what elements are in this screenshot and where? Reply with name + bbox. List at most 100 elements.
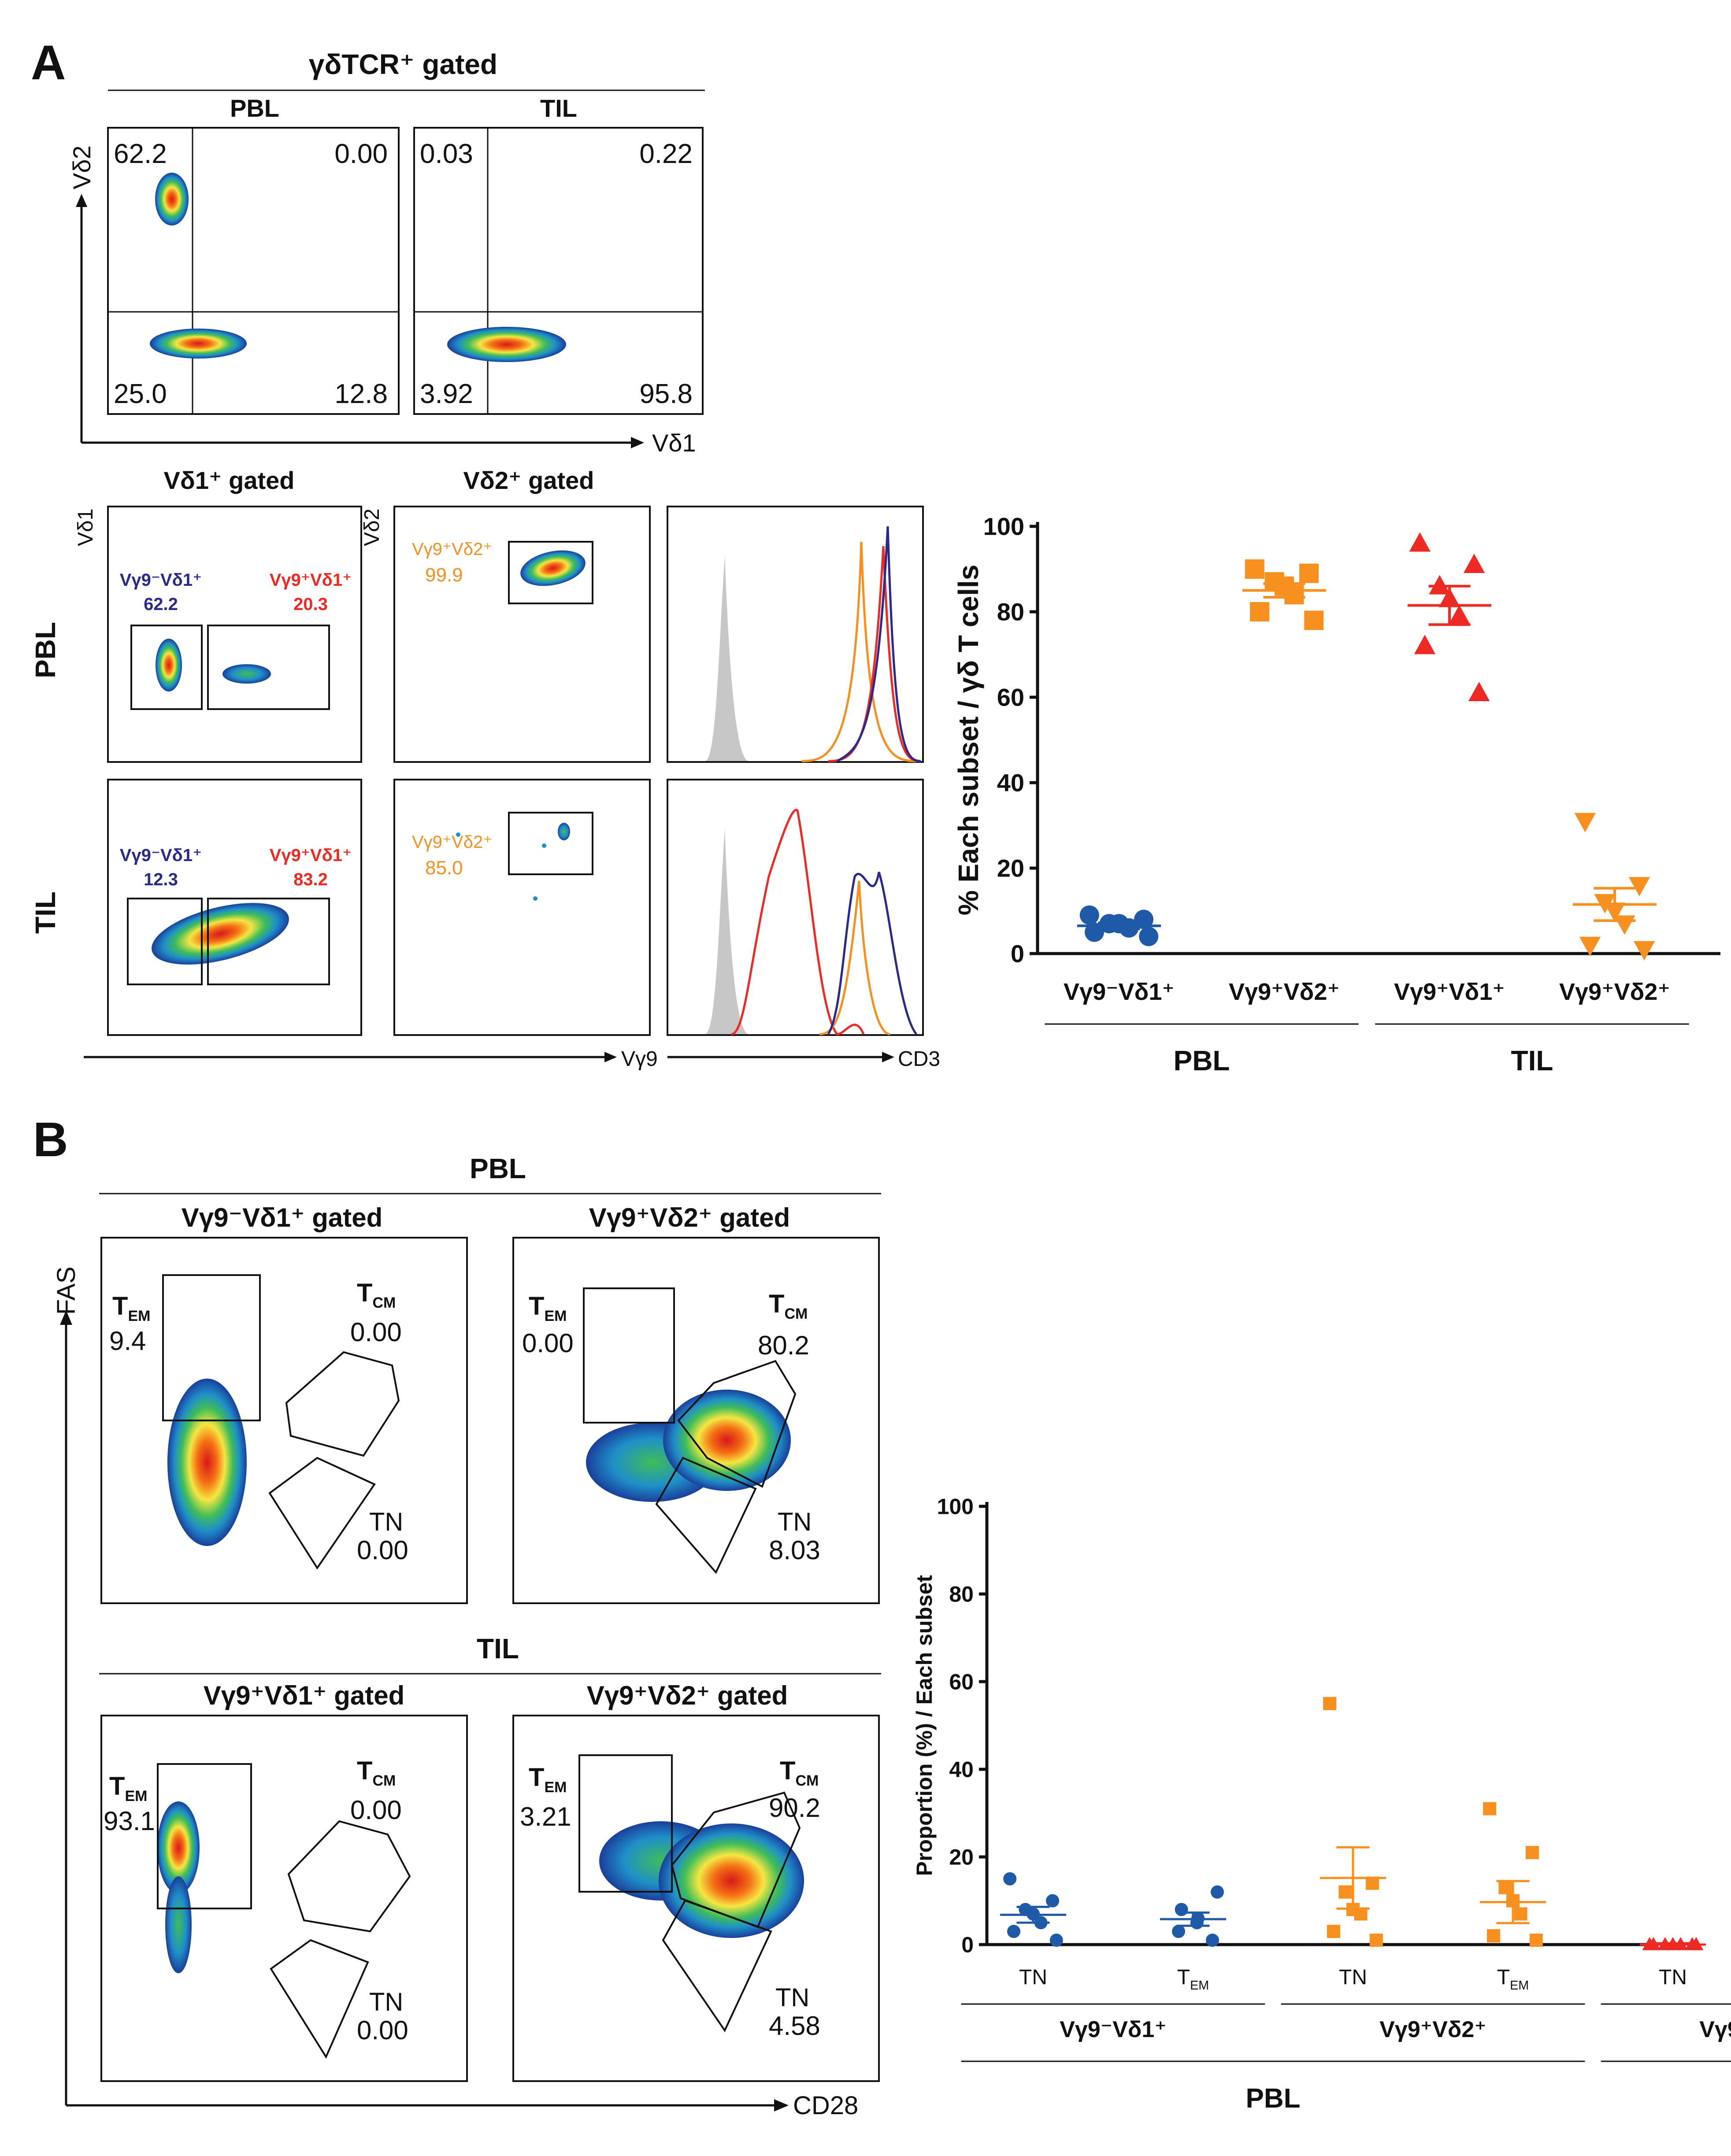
gate-tn <box>662 1899 772 2033</box>
data-point <box>1175 1903 1188 1916</box>
tem-label: TEM <box>529 1292 567 1324</box>
top-x-label: Vδ1 <box>652 429 696 457</box>
y-tick-label: 80 <box>949 1582 974 1607</box>
y-tick-label: 100 <box>983 513 1024 540</box>
quad-tl: 62.2 <box>114 139 167 169</box>
mid-x-label-cd3: CD3 <box>898 1047 940 1071</box>
arrow-right-icon <box>604 1052 617 1062</box>
tn-value: 0.00 <box>357 2015 408 2045</box>
plot-title: Vγ9⁺Vδ2⁺ gated <box>587 1681 788 1710</box>
data-point <box>1449 605 1470 625</box>
density-cluster <box>663 1390 791 1491</box>
x-group-label: PBL <box>1246 2083 1301 2114</box>
tn-label: TN <box>778 1508 812 1536</box>
chart-b-memory-proportion: 0 20 40 60 80 100 Proportion (%) / Each subset… <box>912 1494 1731 2114</box>
tem-value: 93.1 <box>104 1806 155 1836</box>
series <box>1160 1885 1226 1947</box>
top-plot-til: 0.03 0.22 3.92 95.8 <box>413 127 704 415</box>
gate-tcm <box>285 1351 400 1457</box>
gate-value: 20.3 <box>293 595 328 614</box>
gate-tcm <box>287 1820 411 1933</box>
tcm-value: 0.00 <box>350 1795 402 1825</box>
x-category-label: Vγ9⁺Vδ2⁺ <box>1229 979 1340 1005</box>
gate-value: 99.9 <box>425 564 463 586</box>
mid-header-vd2: Vδ2⁺ gated <box>463 466 594 494</box>
b-y-label: FAS <box>52 1266 81 1315</box>
top-y-label: Vδ2 <box>68 145 96 189</box>
gate-tcm <box>671 1791 801 1928</box>
data-point <box>1003 1872 1017 1886</box>
plot-title: Vγ9⁺Vδ2⁺ gated <box>589 1203 790 1232</box>
plot-til-vd2: Vγ9⁺Vδ2⁺ 85.0 <box>393 779 651 1036</box>
data-point <box>1134 910 1153 929</box>
quad-tr: 0.00 <box>334 139 388 169</box>
gate-tem <box>162 1274 261 1421</box>
density-cluster <box>659 1823 804 1938</box>
histogram-pbl <box>667 506 924 763</box>
plot-frame <box>393 506 651 763</box>
data-point <box>1304 610 1324 630</box>
plot-title: Vγ9⁺Vδ1⁺ gated <box>204 1681 405 1710</box>
y-tick-label: 60 <box>997 684 1024 711</box>
density-cluster <box>558 823 570 840</box>
gate-vg9-pos <box>207 898 330 985</box>
data-point <box>1264 572 1284 592</box>
data-point <box>1007 1925 1020 1938</box>
data-point <box>1529 1934 1543 1947</box>
isotype-histogram <box>705 555 749 761</box>
x-group-label: PBL <box>1174 1045 1230 1076</box>
series <box>1640 1937 1706 1950</box>
y-tick-label: 40 <box>949 1757 974 1782</box>
arrow-up-icon <box>60 1310 72 1325</box>
series <box>1242 559 1326 630</box>
tcm-label: TCM <box>357 1757 396 1789</box>
tn-label: TN <box>369 1508 403 1536</box>
data-point <box>1172 1925 1185 1938</box>
density-cluster <box>222 664 271 684</box>
x-subset-label: Vγ9⁻Vδ1⁺ <box>1060 2017 1167 2042</box>
x-category-label: TN <box>1019 1966 1047 1989</box>
y-tick-label: 20 <box>949 1845 974 1870</box>
panel-b-letter: B <box>33 1113 68 1167</box>
arrow-right-icon <box>774 2099 789 2112</box>
quad-tr: 0.22 <box>639 139 693 169</box>
gate-tn <box>270 1939 369 2059</box>
density-cluster <box>152 903 289 965</box>
plot-frame <box>512 1237 880 1604</box>
isotype-histogram <box>705 828 749 1034</box>
chart-a-subset-frequency: 0 20 40 60 80 100 % Each subset / γδ T cells Vγ… <box>953 513 1720 1076</box>
plot-frame <box>667 779 924 1036</box>
tn-value: 8.03 <box>769 1535 820 1565</box>
top-header: γδTCR⁺ gated <box>309 48 497 80</box>
tcm-label: TCM <box>780 1757 819 1789</box>
plot-pbl-vd2: Vγ9⁺Vδ2⁺ 99.9 <box>393 506 651 763</box>
x-group-label: TIL <box>1511 1045 1553 1076</box>
plot-frame <box>107 779 362 1036</box>
gate-label: Vγ9⁺Vδ1⁺ <box>270 570 352 590</box>
tcm-label: TCM <box>357 1279 396 1311</box>
gate-value: 85.0 <box>425 857 463 879</box>
density-cluster <box>157 1801 200 1894</box>
tcm-value: 80.2 <box>758 1331 809 1360</box>
gate-vg9-neg <box>130 625 203 710</box>
quad-br: 12.8 <box>334 379 388 409</box>
plot-til-vg9pos-vd2: TEM 3.21 TCM 90.2 TN 4.58 <box>512 1715 880 2082</box>
plot-frame <box>393 779 651 1036</box>
data-point <box>1409 532 1431 552</box>
quad-br: 95.8 <box>639 379 693 409</box>
x-category-label: TEM <box>1497 1966 1529 1993</box>
y-axis-label: % Each subset / γδ T cells <box>953 565 984 915</box>
mid-x-label-vg9: Vγ9 <box>621 1047 658 1071</box>
tcm-value: 0.00 <box>350 1317 402 1347</box>
data-point <box>1526 1846 1539 1860</box>
data-point <box>1414 635 1436 655</box>
data-point <box>1046 1894 1059 1908</box>
density-cluster <box>155 173 189 226</box>
arrow-up-icon <box>76 194 87 207</box>
y-tick-label: 80 <box>997 598 1024 626</box>
data-point <box>1079 905 1099 925</box>
density-cluster <box>150 329 247 359</box>
histogram-curve <box>819 880 890 1035</box>
y-tick-label: 40 <box>997 769 1024 797</box>
series <box>1480 1802 1546 1947</box>
